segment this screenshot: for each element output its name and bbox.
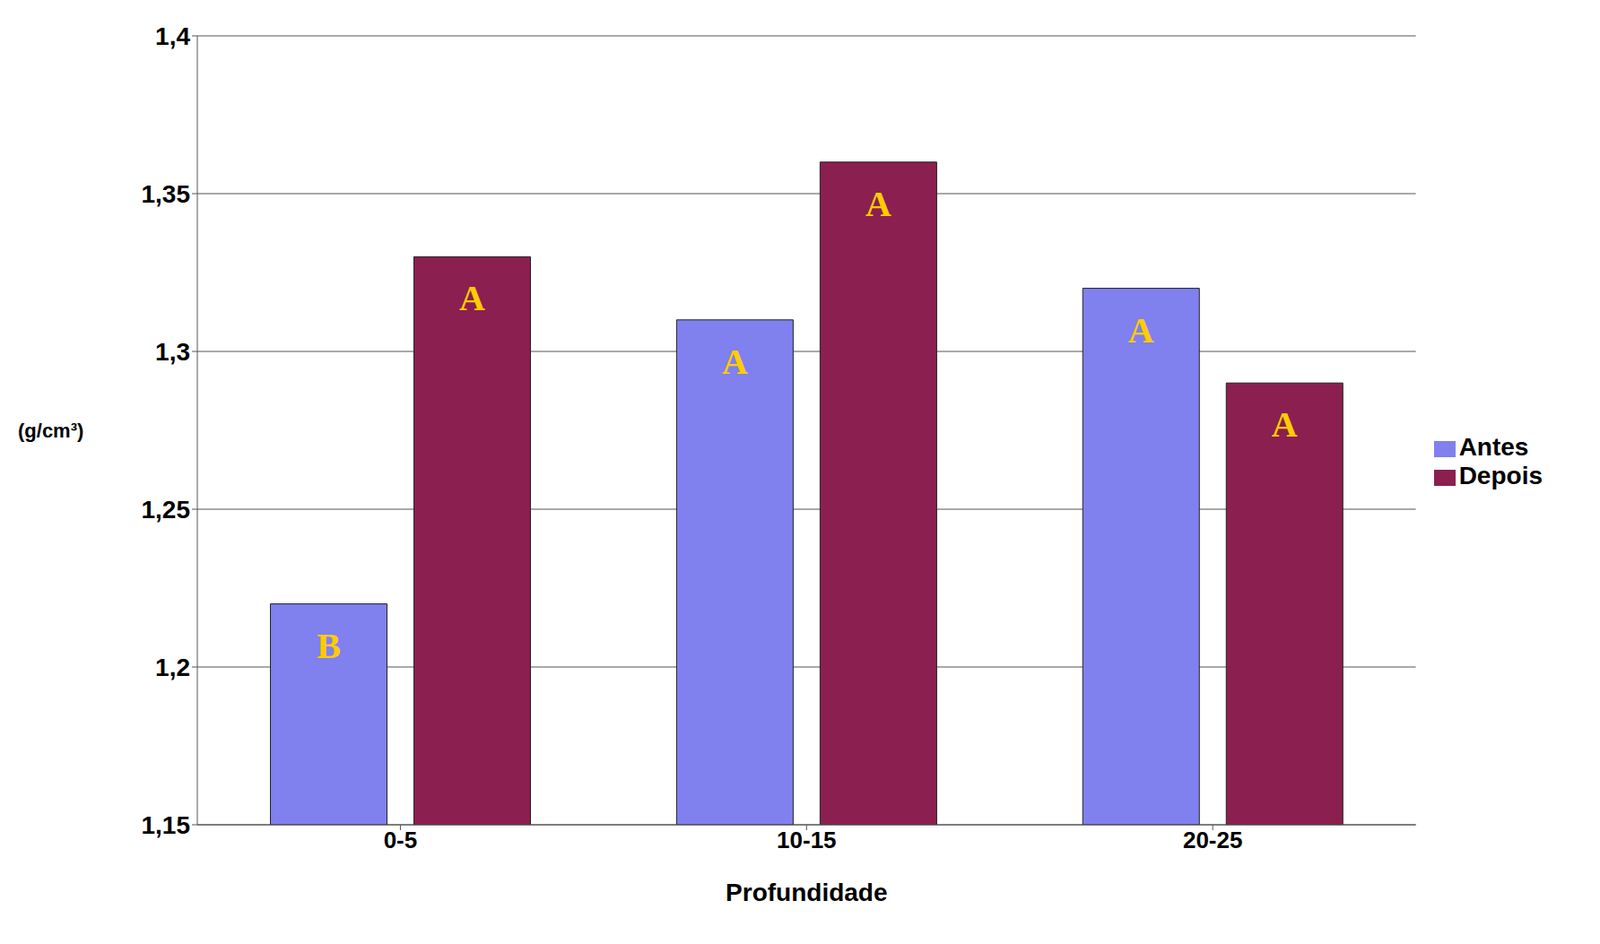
svg-text:B: B [316,626,341,667]
svg-text:20-25: 20-25 [1182,826,1244,854]
svg-text:A: A [1271,404,1298,445]
svg-text:A: A [721,341,748,383]
svg-text:0-5: 0-5 [383,826,418,854]
svg-text:1,2: 1,2 [155,653,191,682]
svg-text:10-15: 10-15 [776,826,837,854]
svg-text:Profundidade: Profundidade [725,878,887,907]
svg-text:1,25: 1,25 [141,495,192,524]
svg-text:1,4: 1,4 [155,22,191,51]
html-text:Antes: Antes [1458,433,1529,461]
svg-text:1,35: 1,35 [141,180,192,209]
svg-text:A: A [459,278,486,319]
svg-text:1,3: 1,3 [155,338,191,366]
svg-text:A: A [1128,310,1155,351]
svg-text:A: A [865,183,892,225]
svg-text:1,15: 1,15 [141,811,192,840]
html-text:Depois: Depois [1458,461,1543,490]
svg-text:(g/cm³): (g/cm³) [17,419,84,443]
